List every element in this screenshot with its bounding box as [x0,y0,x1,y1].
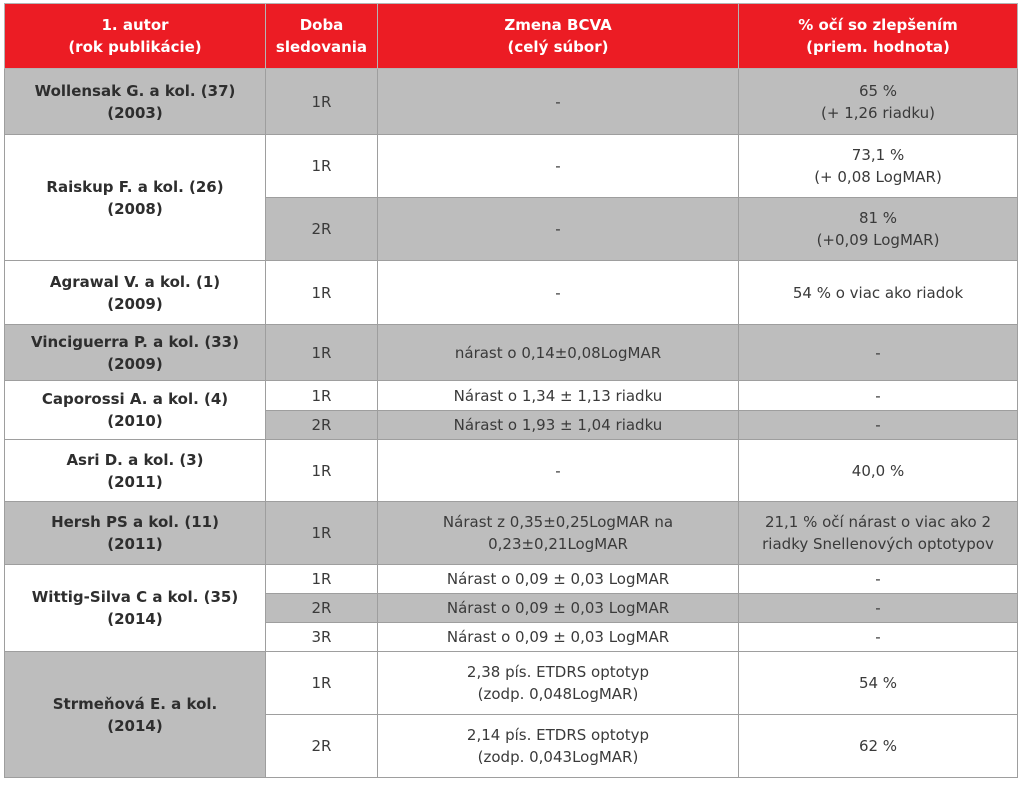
header-author: 1. autor (rok publikácie) [4,3,266,69]
bcva-change-cell: Nárast o 0,09 ± 0,03 LogMAR [377,593,739,623]
follow-up-period-cell: 1R [265,651,378,715]
follow-up-period-cell: 1R [265,564,378,594]
author-cell: Caporossi A. a kol. (4) (2010) [4,380,266,440]
author-cell: Agrawal V. a kol. (1) (2009) [4,260,266,325]
percent-improved-cell: 65 % (+ 1,26 riadku) [738,68,1018,135]
follow-up-period-cell: 1R [265,68,378,135]
follow-up-period-cell: 1R [265,501,378,565]
percent-improved-cell: - [738,410,1018,440]
table-row: 2R 2,14 pís. ETDRS optotyp (zodp. 0,043Lo… [5,714,1018,778]
author-cell: Strmeňová E. a kol. (2014) [4,651,266,778]
follow-up-period-cell: 2R [265,593,378,623]
author-cell: Asri D. a kol. (3) (2011) [4,439,266,502]
author-cell: Wittig-Silva C a kol. (35) (2014) [4,564,266,652]
bcva-change-cell: - [377,439,739,502]
table-row: Strmeňová E. a kol. (2014) 1R 2,38 pís. ET… [4,651,1018,778]
author-cell: Hersh PS a kol. (11) (2011) [4,501,266,565]
bcva-change-cell: 2,14 pís. ETDRS optotyp (zodp. 0,043LogM… [377,714,739,778]
bcva-change-cell: Nárast o 1,93 ± 1,04 riadku [377,410,739,440]
follow-up-period-cell: 1R [265,439,378,502]
percent-improved-cell: - [738,380,1018,411]
follow-up-period-cell: 1R [265,134,378,198]
bcva-change-cell: - [377,68,739,135]
follow-up-period-cell: 1R [265,380,378,411]
percent-improved-cell: - [738,564,1018,594]
table-body: Wollensak G. a kol. (37) (2003) 1R -65 % (… [4,68,1018,778]
percent-improved-cell: 40,0 % [738,439,1018,502]
table-row: Caporossi A. a kol. (4) (2010) 1R Nárast o… [4,380,1018,440]
percent-improved-cell: 54 % o viac ako riadok [738,260,1018,325]
follow-up-period-cell: 3R [265,622,378,652]
percent-improved-cell: 73,1 % (+ 0,08 LogMAR) [738,134,1018,198]
follow-up-period-cell: 2R [265,714,378,778]
follow-up-period-cell: 1R [265,324,378,381]
table-row: Agrawal V. a kol. (1) (2009) 1R -54 % o vi… [4,260,1018,325]
percent-improved-cell: - [738,324,1018,381]
table-row: Asri D. a kol. (3) (2011) 1R -40,0 % [4,439,1018,502]
results-table: 1. autor (rok publikácie) Doba sledovani… [4,3,1018,778]
bcva-change-cell: - [377,260,739,325]
header-row: 1. autor (rok publikácie) Doba sledovani… [4,3,1018,69]
follow-up-period-cell: 2R [265,410,378,440]
author-cell: Vinciguerra P. a kol. (33) (2009) [4,324,266,381]
author-cell: Wollensak G. a kol. (37) (2003) [4,68,266,135]
bcva-change-cell: - [377,197,739,261]
header-bcva-change: Zmena BCVA (celý súbor) [377,3,739,69]
table-row: 2R -81 % (+0,09 LogMAR) [5,197,1018,261]
table-row: 2R Nárast o 1,93 ± 1,04 riadku - [5,410,1018,440]
percent-improved-cell: 21,1 % očí nárast o viac ako 2 riadky Sn… [738,501,1018,565]
bcva-change-cell: Nárast o 1,34 ± 1,13 riadku [377,380,739,411]
percent-improved-cell: - [738,622,1018,652]
bcva-change-cell: nárast o 0,14±0,08LogMAR [377,324,739,381]
percent-improved-cell: 54 % [738,651,1018,715]
follow-up-period-cell: 2R [265,197,378,261]
bcva-change-cell: Nárast o 0,09 ± 0,03 LogMAR [377,622,739,652]
bcva-change-cell: Nárast o 0,09 ± 0,03 LogMAR [377,564,739,594]
table-row: Vinciguerra P. a kol. (33) (2009) 1R náras… [4,324,1018,381]
percent-improved-cell: 62 % [738,714,1018,778]
header-follow-up-period: Doba sledovania [265,3,378,69]
bcva-change-cell: - [377,134,739,198]
table-row: Wollensak G. a kol. (37) (2003) 1R -65 % (… [4,68,1018,135]
table-row: 2R Nárast o 0,09 ± 0,03 LogMAR - [5,593,1018,623]
table-row: 3R Nárast o 0,09 ± 0,03 LogMAR - [5,622,1018,652]
bcva-change-cell: 2,38 pís. ETDRS optotyp (zodp. 0,048LogM… [377,651,739,715]
table-row: Hersh PS a kol. (11) (2011) 1R Nárast z 0,… [4,501,1018,565]
follow-up-period-cell: 1R [265,260,378,325]
bcva-change-cell: Nárast z 0,35±0,25LogMAR na 0,23±0,21Log… [377,501,739,565]
author-cell: Raiskup F. a kol. (26) (2008) [4,134,266,261]
table-header: 1. autor (rok publikácie) Doba sledovani… [4,3,1018,69]
percent-improved-cell: - [738,593,1018,623]
table-row: Wittig-Silva C a kol. (35) (2014) 1R Náras… [4,564,1018,652]
percent-improved-cell: 81 % (+0,09 LogMAR) [738,197,1018,261]
table-row: Raiskup F. a kol. (26) (2008) 1R -73,1 % (… [4,134,1018,261]
header-percent-improved: % očí so zlepšením (priem. hodnota) [738,3,1018,69]
